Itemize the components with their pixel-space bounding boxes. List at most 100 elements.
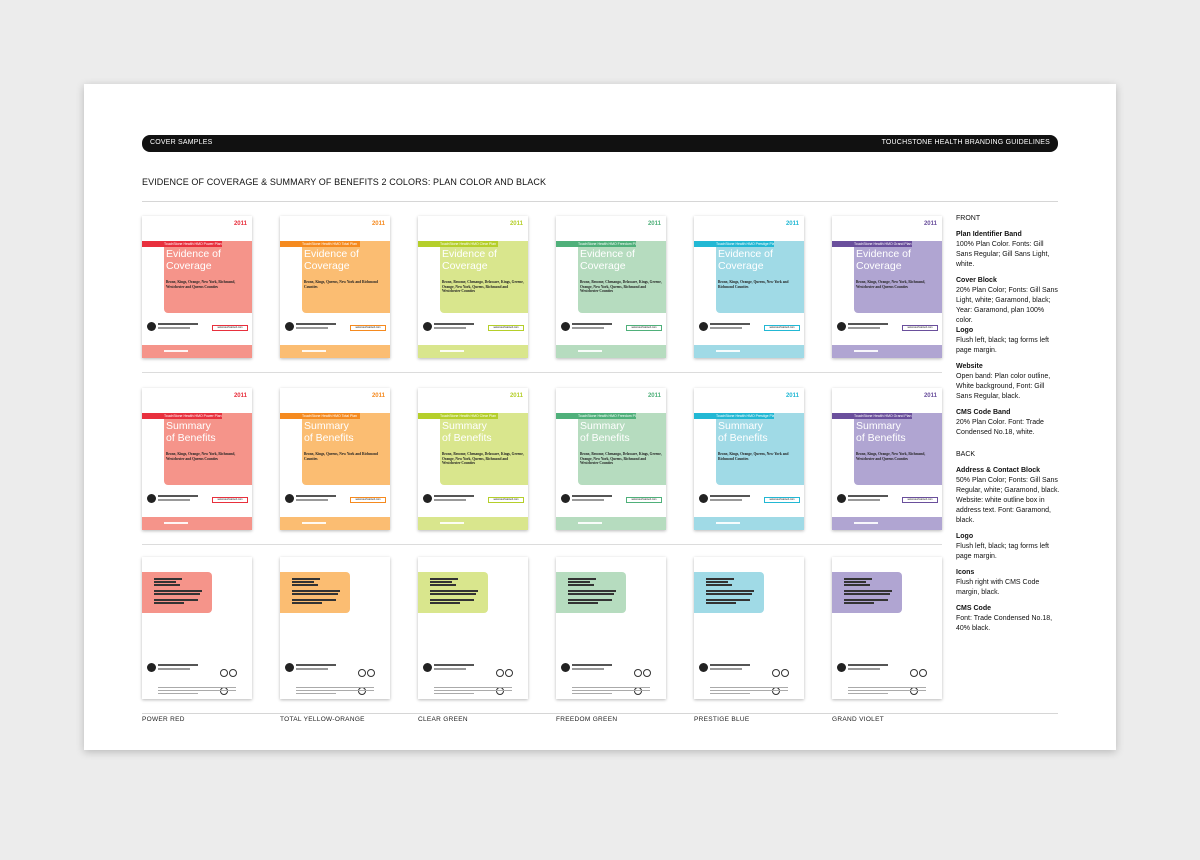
- notes-plan-band: 100% Plan Color. Fonts: Gill Sans Regula…: [956, 241, 1050, 268]
- accreditation-icons: [220, 664, 244, 695]
- notes-plan-band-heading: Plan Identifier Band: [956, 231, 1022, 238]
- logo-tagline: [434, 499, 466, 501]
- cms-code-band: [418, 345, 528, 358]
- cover-counties: Bronx, Broome, Chenango, Delaware, Kings…: [442, 280, 524, 294]
- logo-tagline: [434, 668, 466, 670]
- cover-title-line2: Coverage: [166, 259, 212, 272]
- logo-tagline: [848, 668, 880, 670]
- plan-color-label: TOTAL YELLOW-ORANGE: [280, 716, 365, 723]
- cover-title: Evidence of Coverage: [580, 248, 664, 272]
- plan-color-label: PRESTIGE BLUE: [694, 716, 750, 723]
- logo-wordmark: [296, 664, 336, 666]
- cover-title-line2: of Benefits: [304, 431, 354, 444]
- plan-identifier-band: TouchStone Health HMO Clear Plan: [418, 241, 498, 247]
- cover-year: 2011: [647, 393, 661, 399]
- touchstone-logo-icon: [699, 494, 708, 503]
- cover-title: Evidence of Coverage: [718, 248, 802, 272]
- logo-tagline: [710, 499, 742, 501]
- cover-title-line1: Summary: [442, 420, 487, 432]
- website-box: www.touchstoneh.com: [212, 325, 248, 331]
- labels-divider: [142, 713, 1058, 714]
- website-box: www.touchstoneh.com: [764, 325, 800, 331]
- address-contact-block: [556, 572, 626, 613]
- section-title: EVIDENCE OF COVERAGE & SUMMARY OF BENEFI…: [142, 177, 547, 187]
- cover-title-line1: Evidence of: [856, 248, 911, 260]
- row-divider: [142, 372, 942, 373]
- cover-title: Evidence of Coverage: [856, 248, 940, 272]
- cover-title: Summary of Benefits: [166, 420, 250, 444]
- logo-tagline: [296, 668, 328, 670]
- website-box: www.touchstoneh.com: [350, 497, 386, 503]
- row-divider: [142, 544, 942, 545]
- website-box: www.touchstoneh.com: [902, 497, 938, 503]
- plan-identifier-band: TouchStone Health HMO Total Plan: [280, 413, 360, 419]
- logo-tagline: [434, 327, 466, 329]
- cover-title: Evidence of Coverage: [166, 248, 250, 272]
- notes-cover-block: 20% Plan Color; Fonts: Gill Sans Light, …: [956, 287, 1058, 324]
- notes-cms-heading: CMS Code Band: [956, 409, 1011, 416]
- sob-cover-card: TouchStone Health HMO Prestige Plan 2011 S…: [694, 388, 804, 530]
- cover-year: 2011: [647, 221, 661, 227]
- plan-identifier-band: TouchStone Health HMO Grand Plan: [832, 413, 912, 419]
- header-left-label: COVER SAMPLES: [150, 139, 213, 146]
- notes-cms2-heading: CMS Code: [956, 605, 991, 612]
- cover-title-line2: Coverage: [856, 259, 902, 272]
- cms-code-band: [280, 517, 390, 530]
- back-cover-card: [418, 557, 528, 699]
- logo-wordmark: [848, 323, 888, 325]
- plan-identifier-band: TouchStone Health HMO Power Plan: [142, 413, 222, 419]
- logo-tagline: [710, 668, 742, 670]
- logo-tagline: [296, 499, 328, 501]
- cover-title-line1: Summary: [166, 420, 211, 432]
- plan-identifier-band: TouchStone Health HMO Total Plan: [280, 241, 360, 247]
- logo-wordmark: [296, 323, 336, 325]
- cover-year: 2011: [371, 221, 385, 227]
- cover-title-line1: Summary: [580, 420, 625, 432]
- address-contact-block: [142, 572, 212, 613]
- logo-tagline: [158, 327, 190, 329]
- spec-notes: FRONT Plan Identifier Band 100% Plan Col…: [956, 214, 1060, 634]
- cover-title-line2: Coverage: [580, 259, 626, 272]
- touchstone-logo-icon: [837, 494, 846, 503]
- cms-code-band: [832, 345, 942, 358]
- cover-title: Summary of Benefits: [580, 420, 664, 444]
- notes-icons: Flush right with CMS Code margin, black.: [956, 579, 1040, 596]
- cover-year: 2011: [923, 221, 937, 227]
- logo-tagline: [710, 327, 742, 329]
- plan-identifier-band: TouchStone Health HMO Grand Plan: [832, 241, 912, 247]
- logo-wordmark: [848, 495, 888, 497]
- plan-identifier-band: TouchStone Health HMO Clear Plan: [418, 413, 498, 419]
- cover-block: [440, 413, 528, 485]
- logo-wordmark: [572, 323, 612, 325]
- header-band: COVER SAMPLES TOUCHSTONE HEALTH BRANDING…: [142, 135, 1058, 152]
- logo-wordmark: [434, 664, 474, 666]
- cover-counties: Bronx, Kings, Orange, Queens, New York a…: [718, 280, 789, 289]
- touchstone-logo-icon: [699, 663, 708, 672]
- address-contact-block: [418, 572, 488, 613]
- plan-color-label: GRAND VIOLET: [832, 716, 884, 723]
- touchstone-logo-icon: [423, 322, 432, 331]
- accreditation-icons: [772, 664, 796, 695]
- cover-counties: Bronx, Kings, Queens, New York and Richm…: [304, 452, 378, 461]
- logo-tagline: [158, 668, 190, 670]
- cover-title-line1: Evidence of: [442, 248, 497, 260]
- sob-cover-card: TouchStone Health HMO Total Plan 2011 Summ…: [280, 388, 390, 530]
- cover-title-line2: Coverage: [718, 259, 764, 272]
- back-cover-card: [832, 557, 942, 699]
- website-box: www.touchstoneh.com: [488, 497, 524, 503]
- cms-code-band: [280, 345, 390, 358]
- cover-title-line2: Coverage: [304, 259, 350, 272]
- notes-back-heading: BACK: [956, 451, 976, 458]
- logo-wordmark: [296, 495, 336, 497]
- cover-year: 2011: [785, 393, 799, 399]
- address-contact-block: [832, 572, 902, 613]
- cover-title-line2: of Benefits: [442, 431, 492, 444]
- notes-cms2: Font: Trade Condensed No.18, 40% black.: [956, 615, 1053, 632]
- notes-icons-heading: Icons: [956, 569, 975, 576]
- accreditation-icons: [634, 664, 658, 695]
- sob-cover-card: TouchStone Health HMO Clear Plan 2011 Summ…: [418, 388, 528, 530]
- logo-wordmark: [710, 495, 750, 497]
- notes-cms: 20% Plan Color. Font: Trade Condensed No…: [956, 419, 1044, 436]
- cover-counties: Bronx, Kings, Orange, New York, Richmond…: [856, 280, 926, 289]
- cover-block: [302, 241, 390, 313]
